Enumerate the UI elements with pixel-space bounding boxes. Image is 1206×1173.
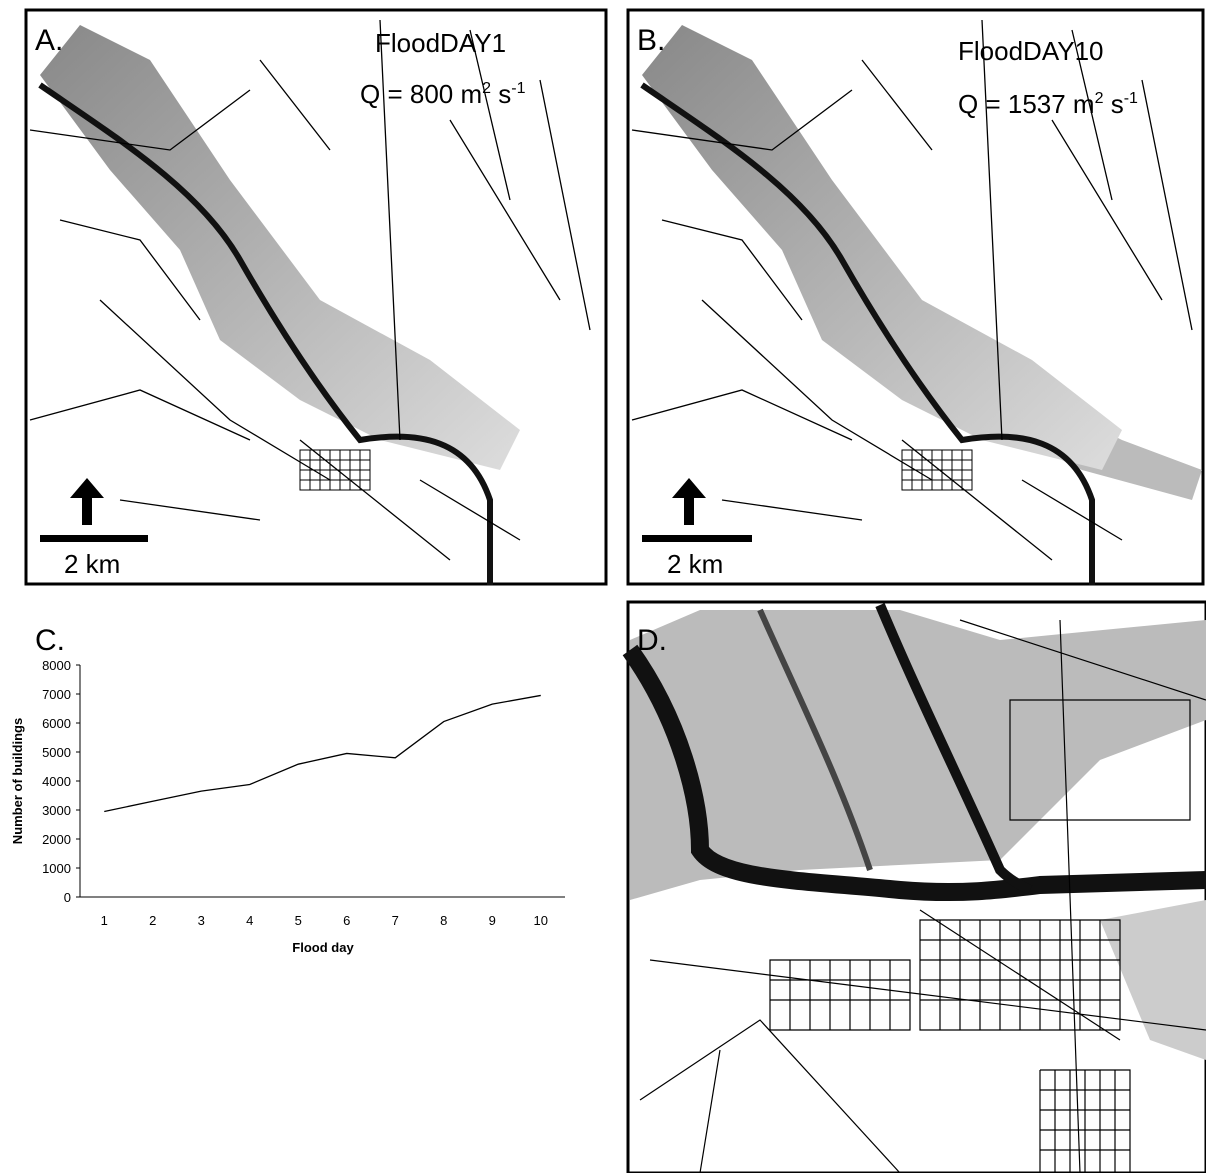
x-tick-label: 3 xyxy=(198,913,205,928)
map-panel-d: D. xyxy=(628,602,1206,1173)
y-tick-label: 2000 xyxy=(42,832,71,847)
scale-bar xyxy=(642,535,752,542)
discharge: Q = 800 m2 s-1 xyxy=(360,79,526,109)
x-tick-label: 7 xyxy=(392,913,399,928)
scale-bar xyxy=(40,535,148,542)
x-tick-label: 2 xyxy=(149,913,156,928)
y-tick-label: 7000 xyxy=(42,687,71,702)
x-tick-label: 9 xyxy=(489,913,496,928)
x-tick-label: 1 xyxy=(101,913,108,928)
x-tick-label: 8 xyxy=(440,913,447,928)
map-title: FloodDAY10 xyxy=(958,36,1104,66)
panel-label: C. xyxy=(35,624,65,657)
y-tick-label: 5000 xyxy=(42,745,71,760)
scale-label: 2 km xyxy=(667,549,723,579)
y-tick-label: 4000 xyxy=(42,774,71,789)
x-tick-label: 10 xyxy=(534,913,548,928)
discharge: Q = 1537 m2 s-1 xyxy=(958,89,1138,119)
panel-label: D. xyxy=(637,624,667,657)
y-tick-label: 3000 xyxy=(42,803,71,818)
map-title: FloodDAY1 xyxy=(375,28,506,58)
x-tick-label: 6 xyxy=(343,913,350,928)
y-tick-label: 0 xyxy=(64,890,71,905)
x-tick-label: 5 xyxy=(295,913,302,928)
figure: A. FloodDAY1 Q = 800 m2 s-1 2 km B. Floo… xyxy=(0,0,1206,1173)
panel-label: B. xyxy=(637,24,665,57)
figure-canvas: A. FloodDAY1 Q = 800 m2 s-1 2 km B. Floo… xyxy=(0,0,1206,1173)
map-panel-b: B. FloodDAY10 Q = 1537 m2 s-1 2 km xyxy=(628,10,1203,585)
panel-label: A. xyxy=(35,24,63,57)
data-line xyxy=(104,695,541,811)
x-axis-title: Flood day xyxy=(292,940,354,955)
y-tick-label: 8000 xyxy=(42,658,71,673)
y-axis-title: Number of buildings xyxy=(10,718,25,844)
scale-label: 2 km xyxy=(64,549,120,579)
map-panel-a: A. FloodDAY1 Q = 800 m2 s-1 2 km xyxy=(26,10,606,585)
y-tick-label: 6000 xyxy=(42,716,71,731)
x-tick-label: 4 xyxy=(246,913,253,928)
y-tick-label: 1000 xyxy=(42,861,71,876)
